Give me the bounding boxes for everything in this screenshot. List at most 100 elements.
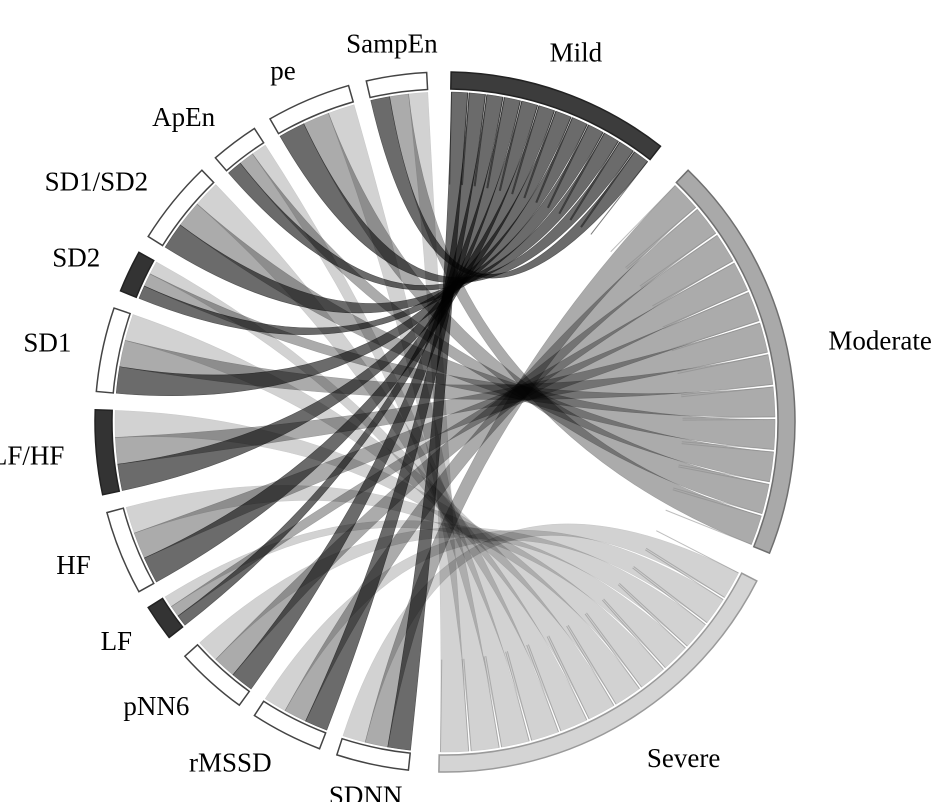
ribbon-edge-mild-sampen-1 xyxy=(590,161,649,235)
ribbon-edge-mild-sd2-0 xyxy=(536,117,573,204)
arc-sd1-sd2 xyxy=(147,169,215,247)
ribbon-edge-mild-sd1-0 xyxy=(524,111,557,199)
ribbon-edge-severe-pe-0 xyxy=(483,656,500,748)
ribbon-edge-moderate-lf-hf-0 xyxy=(671,322,760,352)
ribbon-edge-moderate-sampen-0 xyxy=(672,489,762,517)
ribbon-edge-moderate-sd2-1 xyxy=(682,416,775,419)
ribbon-edge-moderate-sd2-0 xyxy=(681,386,774,398)
ribbon-edge-severe-sd1-0 xyxy=(566,625,615,706)
ribbon-edge-moderate-apen-0 xyxy=(681,443,774,453)
ribbon-edge-moderate-sd1-0 xyxy=(677,354,769,375)
ribbon-edge-severe-lf-0 xyxy=(617,584,686,649)
ribbons-layer xyxy=(114,91,776,753)
ribbon-edge-mild-lf-0 xyxy=(487,97,505,189)
arc-apen xyxy=(214,127,265,172)
arc-severe xyxy=(438,572,758,773)
ribbon-edge-severe-hf-0 xyxy=(601,599,664,670)
ribbon-edge-moderate-sd1-sd2-0 xyxy=(682,418,775,421)
ribbon-edge-severe-pe-1 xyxy=(463,658,472,751)
label-sd1-sd2: SD1/SD2 xyxy=(45,167,149,197)
arc-rmssd xyxy=(253,700,327,750)
ribbon-edge-mild-sdnn-0 xyxy=(449,92,452,185)
ribbon-edge-moderate-hf-1 xyxy=(670,320,760,350)
ribbon-edge-moderate-lf-hf-1 xyxy=(677,351,768,373)
ribbon-edge-severe-pnn6-1 xyxy=(619,583,688,647)
ribbon-edge-severe-rmssd-0 xyxy=(645,549,724,600)
arc-sampen xyxy=(365,71,429,99)
ribbon-edge-moderate-sdnn-1 xyxy=(625,207,697,268)
arc-mild xyxy=(450,71,662,161)
ribbon-edge-moderate-rmssd-0 xyxy=(626,209,698,270)
ribbon-edge-mild-sdnn-1 xyxy=(460,92,469,186)
label-sampen: SampEn xyxy=(346,29,438,59)
ribbon-edge-severe-pnn6-0 xyxy=(632,567,706,626)
ribbon-edge-moderate-sd1-1 xyxy=(680,383,773,396)
arc-sd2 xyxy=(119,251,155,299)
ribbon-edge-moderate-pnn6-1 xyxy=(652,260,734,307)
ribbon-edge-mild-sd1-sd2-1 xyxy=(558,132,604,214)
label-apen: ApEn xyxy=(152,102,215,132)
ribbon-edge-moderate-sd1-sd2-1 xyxy=(681,441,774,450)
ribbon-edge-moderate-pnn6-0 xyxy=(640,234,718,289)
ribbon-edge-severe-sdnn-1 xyxy=(645,547,725,598)
ribbon-edge-severe-hf-1 xyxy=(586,612,642,688)
ribbon-edge-mild-hf-0 xyxy=(499,100,523,192)
ribbon-edge-moderate-apen-1 xyxy=(678,464,770,483)
arc-pnn6 xyxy=(183,643,251,707)
arc-lf xyxy=(147,597,184,639)
label-pnn6: pNN6 xyxy=(123,691,189,721)
label-pe: pe xyxy=(270,55,296,85)
arc-sd1 xyxy=(95,307,132,394)
ribbon-edge-mild-pnn6-1 xyxy=(486,97,504,189)
ribbon-edge-mild-sd1-sd2-0 xyxy=(547,124,590,209)
arc-hf xyxy=(106,507,155,593)
arc-pe xyxy=(268,84,355,135)
label-moderate: Moderate xyxy=(828,326,931,356)
label-sd2: SD2 xyxy=(52,243,100,273)
ribbon-edge-mild-lf-hf-0 xyxy=(512,105,540,195)
label-rmssd: rMSSD xyxy=(189,747,272,777)
ribbon-edge-mild-sampen-0 xyxy=(581,151,635,228)
ribbon-edge-mild-hf-1 xyxy=(511,105,539,195)
label-lf-hf: LF/HF xyxy=(0,440,64,470)
ribbon-edge-severe-lf-hf-0 xyxy=(584,613,640,689)
ribbon-edge-moderate-lf-0 xyxy=(653,262,735,309)
ribbon-edge-mild-lf-hf-1 xyxy=(523,110,555,199)
arcs-layer xyxy=(94,71,796,773)
ribbon-edge-moderate-sdnn-0 xyxy=(610,185,676,253)
ribbon-edge-severe-lf-1 xyxy=(603,598,666,669)
ribbon-edge-severe-sd1-sd2-1 xyxy=(506,651,533,741)
ribbon-edge-mild-apen-1 xyxy=(569,140,619,221)
ribbon-edge-severe-sdnn-0 xyxy=(656,530,739,574)
ribbon-edge-moderate-rmssd-1 xyxy=(639,232,716,287)
ribbon-edge-moderate-hf-0 xyxy=(663,292,749,330)
ribbon-edge-mild-sd2-1 xyxy=(546,124,588,208)
ribbon-edge-mild-apen-0 xyxy=(559,132,605,215)
ribbon-edge-mild-pe-1 xyxy=(580,150,634,228)
ribbon-edge-mild-rmssd-1 xyxy=(473,94,486,187)
label-severe: Severe xyxy=(647,743,720,773)
ribbon-edge-moderate-pe-0 xyxy=(678,466,770,485)
ribbon-edge-severe-lf-hf-1 xyxy=(567,624,617,705)
arc-moderate xyxy=(675,169,796,555)
label-sd1: SD1 xyxy=(23,328,71,358)
ribbon-edge-severe-sd1-1 xyxy=(548,635,590,720)
label-lf: LF xyxy=(101,626,133,656)
ribbon-edge-severe-rmssd-1 xyxy=(633,566,708,624)
ribbon-edge-severe-sampen-0 xyxy=(461,658,470,752)
ribbon-edge-severe-sd2-1 xyxy=(527,644,562,732)
arc-sdnn xyxy=(335,737,412,771)
ribbon-edge-mild-rmssd-0 xyxy=(461,92,470,186)
ribbon-edge-mild-lf-1 xyxy=(498,100,521,191)
ribbon-edge-mild-sd1-1 xyxy=(535,116,572,203)
label-sdnn: SDNN xyxy=(329,781,403,802)
label-mild: Mild xyxy=(550,37,603,67)
ribbon-edge-severe-apen-0 xyxy=(505,651,530,742)
arc-lf-hf xyxy=(94,409,121,496)
ribbon-edge-moderate-lf-1 xyxy=(662,289,748,328)
ribbon-edge-severe-sampen-1 xyxy=(439,659,443,752)
ribbon-edge-mild-pnn6-0 xyxy=(474,94,488,187)
ribbon-edge-mild-pe-0 xyxy=(570,141,621,221)
